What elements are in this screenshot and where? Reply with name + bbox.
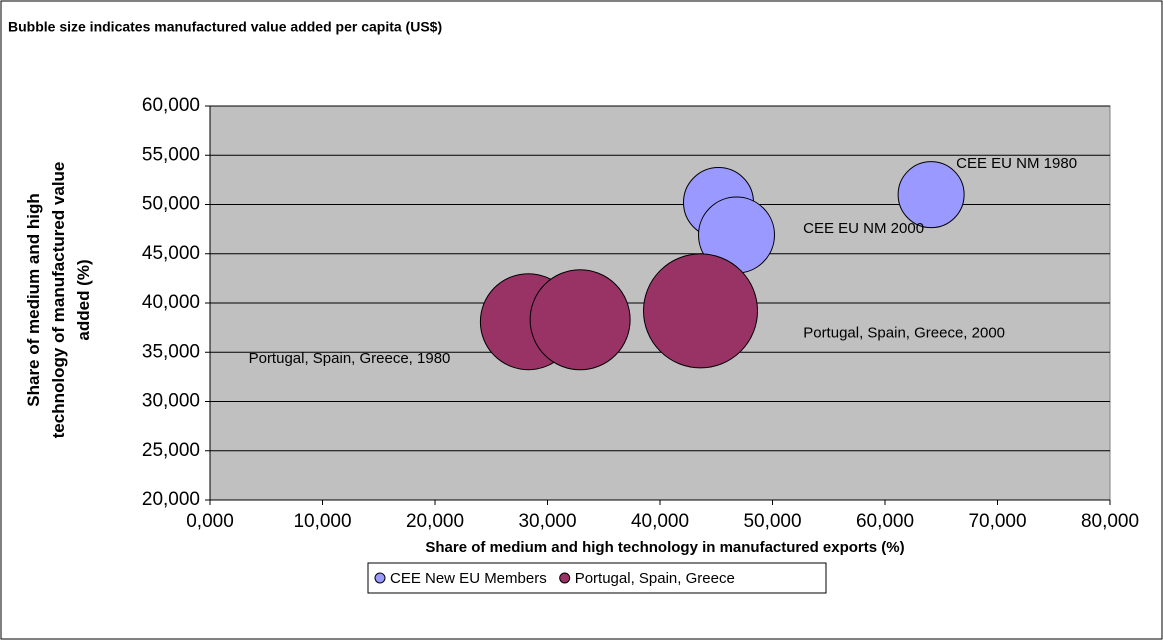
x-tick-label: 50,000 [743, 511, 801, 532]
bubble [643, 253, 758, 369]
legend-box [367, 562, 827, 594]
x-tick-label: 80,000 [1081, 511, 1139, 532]
x-tick-label: 0,000 [186, 511, 234, 532]
legend-marker [559, 572, 571, 584]
x-axis-label: Share of medium and high technology in m… [425, 539, 904, 556]
y-axis-label-line: Share of medium and high [24, 193, 43, 406]
x-tick-label: 40,000 [631, 511, 689, 532]
y-tick-label: 45,000 [142, 243, 200, 264]
annotation: CEE EU NM 1980 [956, 155, 1077, 172]
y-tick-label: 35,000 [142, 341, 200, 362]
x-tick-label: 20,000 [406, 511, 464, 532]
legend-label: Portugal, Spain, Greece [575, 570, 735, 587]
chart-title: Bubble size indicates manufactured value… [8, 19, 442, 35]
x-tick-label: 10,000 [293, 511, 351, 532]
y-tick-label: 30,000 [142, 391, 200, 412]
bubble [897, 161, 965, 229]
x-tick-label: 30,000 [518, 511, 576, 532]
x-tick-label: 70,000 [968, 511, 1026, 532]
annotation: CEE EU NM 2000 [803, 220, 924, 237]
annotation: Portugal, Spain, Greece, 1980 [249, 350, 451, 367]
annotation: Portugal, Spain, Greece, 2000 [803, 325, 1005, 342]
y-tick-label: 25,000 [142, 440, 200, 461]
y-tick-label: 40,000 [142, 292, 200, 313]
y-tick-label: 60,000 [142, 95, 200, 116]
y-axis-label-line: technology of manufactured value [49, 162, 68, 439]
x-tick-label: 60,000 [856, 511, 914, 532]
y-tick-label: 50,000 [142, 194, 200, 215]
legend-marker [374, 572, 386, 584]
legend-label: CEE New EU Members [390, 570, 547, 587]
bubble [529, 269, 631, 371]
y-axis-label: Share of medium and high technology of ma… [24, 162, 93, 439]
y-tick-label: 55,000 [142, 144, 200, 165]
y-axis-label-line: added (%) [74, 259, 93, 340]
y-tick-label: 20,000 [142, 489, 200, 510]
